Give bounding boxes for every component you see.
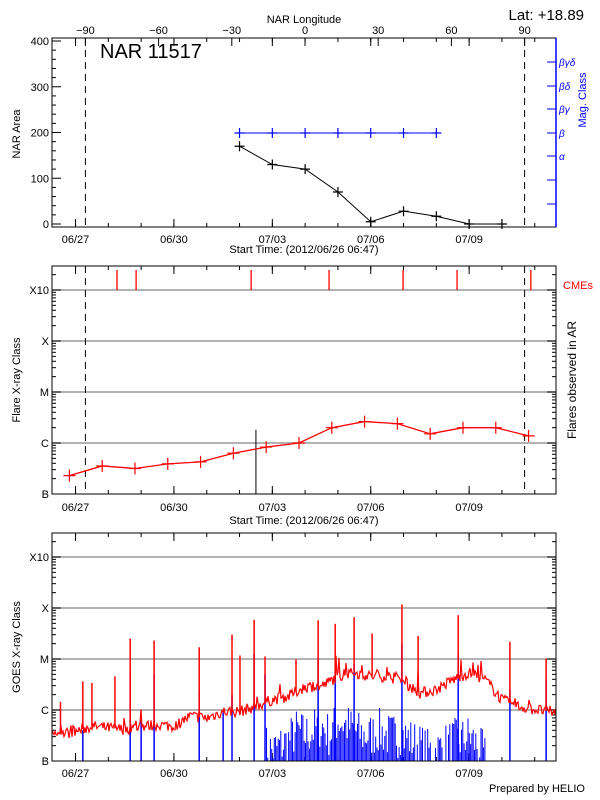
nar-area-point [300, 164, 311, 175]
mag-class-point [398, 128, 409, 138]
flare-class-point [489, 421, 502, 434]
y-tick-label: X10 [29, 285, 49, 297]
x-tick-label: 07/03 [259, 502, 287, 514]
lat-label: Lat: +18.89 [509, 7, 584, 24]
goes-long-line [51, 655, 557, 739]
mag-class-point [234, 128, 245, 138]
flare-class-point [63, 469, 76, 482]
panel1-ylabel: NAR Area [11, 109, 23, 159]
nar-area-line [239, 145, 502, 225]
flare-class-point [522, 429, 535, 442]
lon-tick-label: −90 [76, 25, 95, 37]
ar-title: NAR 11517 [100, 41, 202, 63]
flare-class-point [227, 447, 240, 460]
mag-class-point [365, 128, 376, 138]
x-tick-label: 07/03 [259, 768, 287, 780]
x-tick-label: 06/30 [160, 502, 188, 514]
mag-class-tick-label: β [558, 129, 565, 140]
top-axis-label: NAR Longitude [267, 14, 342, 26]
nar-area-point [234, 141, 245, 152]
y-tick-label: M [40, 387, 49, 399]
nar-area-point [431, 211, 442, 222]
x-tick-label: 06/27 [62, 234, 90, 246]
lon-tick-label: 30 [372, 25, 384, 37]
flare-class-point [194, 455, 207, 468]
x-tick-label: 07/06 [357, 768, 385, 780]
y-tick-label: B [42, 489, 49, 501]
lon-tick-label: −60 [149, 25, 168, 37]
flare-class-point [260, 441, 273, 454]
y-tick-label: B [42, 756, 49, 768]
nar-area-point [267, 159, 278, 170]
x-tick-label: 06/27 [62, 502, 90, 514]
flare-class-point [358, 415, 371, 428]
panel2-right-label: Flares observed in AR [565, 321, 579, 439]
y-tick-label: 200 [31, 128, 49, 140]
nar-area-point [398, 206, 409, 217]
x-tick-label: 06/30 [160, 234, 188, 246]
mag-class-tick-label: βγδ [558, 58, 576, 69]
flare-class-panel: B C M X X10 06/27 06/30 07/03 07/06 07/09 [29, 265, 557, 514]
flare-class-point [424, 427, 437, 440]
flare-class-point [292, 437, 305, 449]
y-tick-label: 300 [31, 82, 49, 94]
panel3-frame [51, 532, 557, 762]
flare-class-point [96, 459, 109, 472]
lon-tick-label: 90 [518, 25, 530, 37]
nar-area-panel: −90 −60 −30 0 30 60 90 06/27 06/30 07/03 07/06 07/0… [31, 25, 576, 246]
y-tick-label: 0 [43, 219, 49, 231]
y-tick-label: M [40, 654, 49, 666]
y-tick-label: 100 [31, 173, 49, 185]
x-tick-label: 07/09 [455, 502, 483, 514]
y-tick-label: C [41, 438, 49, 450]
mag-class-tick-label: βδ [558, 82, 571, 93]
y-tick-label: X [42, 336, 50, 348]
flare-class-point [161, 457, 174, 470]
lon-tick-label: −30 [222, 25, 241, 37]
x-tick-label: 07/06 [357, 502, 385, 514]
flare-class-point [456, 421, 469, 434]
mag-class-point [431, 128, 442, 138]
x-tick-label: 07/06 [357, 234, 385, 246]
x-tick-label: 07/03 [259, 234, 287, 246]
y-tick-label: C [41, 705, 49, 717]
lon-tick-label: 60 [445, 25, 457, 37]
panel2-frame [51, 265, 557, 495]
x-tick-label: 07/09 [455, 234, 483, 246]
y-tick-label: 400 [31, 36, 49, 48]
x-tick-label: 06/30 [160, 768, 188, 780]
flare-class-point [391, 417, 404, 430]
panel1-xlabel: Start Time: (2012/06/26 06:47) [229, 244, 378, 256]
mag-class-label: Mag. Class [577, 72, 589, 128]
nar-area-point [365, 216, 376, 227]
prepared-by-footer: Prepared by HELIO [489, 783, 585, 795]
panel2-xlabel: Start Time: (2012/06/26 06:47) [229, 515, 378, 527]
flare-class-point [325, 421, 338, 434]
goes-xray-panel: B C M X X10 06/27 06/30 07/03 07/06 07/09 [29, 532, 557, 780]
lon-tick-label: 0 [302, 25, 308, 37]
panel3-ylabel: GOES X-ray Class [11, 601, 23, 693]
mag-class-point [267, 128, 278, 138]
x-tick-label: 07/09 [455, 768, 483, 780]
nar-area-point [332, 186, 343, 197]
y-tick-label: X10 [29, 552, 49, 564]
mag-class-point [300, 128, 311, 138]
mag-class-tick-label: α [559, 152, 565, 163]
mag-class-point [332, 128, 343, 138]
mag-class-tick-label: βγ [558, 105, 571, 116]
cme-label: CMEs [563, 280, 593, 292]
x-tick-label: 06/27 [62, 768, 90, 780]
y-tick-label: X [42, 603, 50, 615]
flare-class-point [128, 462, 141, 475]
panel2-ylabel: Flare X-ray Class [11, 337, 23, 422]
